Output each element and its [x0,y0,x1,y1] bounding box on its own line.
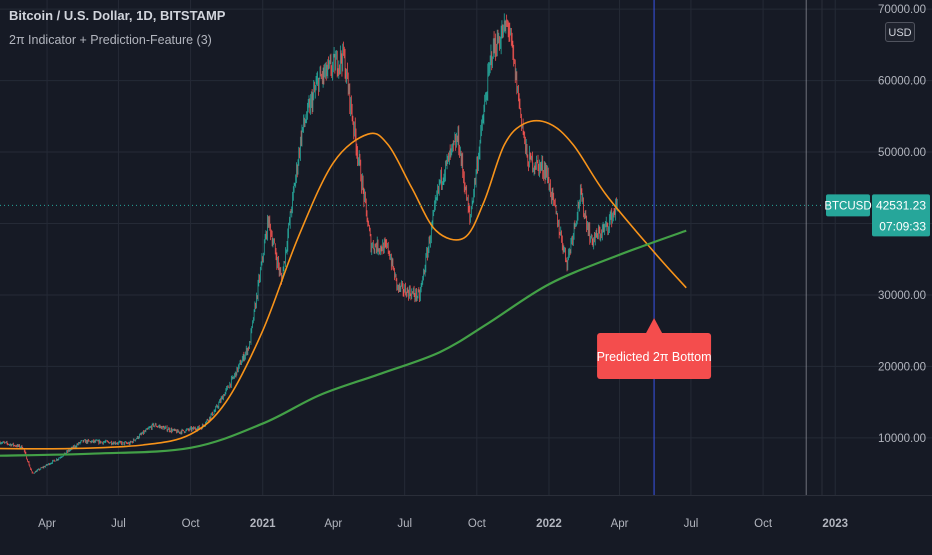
x-tick-label: Apr [611,518,629,530]
indicator-lines [0,119,687,457]
vertical-markers [653,0,807,495]
y-tick-label: 60000.00 [878,76,926,88]
symbol-tag-text: BTCUSD [824,200,871,212]
y-tick-label: 30000.00 [878,290,926,302]
x-tick-label: Apr [38,518,56,530]
indicator-title[interactable]: 2π Indicator + Prediction-Feature (3) [9,33,212,47]
x-tick-label: Jul [111,518,126,530]
currency-button[interactable]: USD [885,22,915,42]
symbol-tag-bg [826,194,870,217]
price-tag-countdown: 07:09:33 [879,219,926,233]
x-tick-label: Jul [684,518,699,530]
prediction-label-bg [597,333,712,379]
price-tag-value: 42531.23 [876,198,926,212]
x-tick-label: Jul [397,518,412,530]
x-tick-label: 2023 [822,518,848,530]
y-tick-label: 70000.00 [878,4,926,16]
x-tick-label: 2022 [536,518,562,530]
orange-line [0,119,687,450]
y-tick-label: 20000.00 [878,361,926,373]
candles [0,13,618,474]
green-line [0,229,687,457]
x-tick-label: Apr [324,518,342,530]
x-tick-label: Oct [182,518,201,530]
overlays: BTCUSD 42531.23 07:09:33 Predicted 2π Botto… [0,194,930,379]
x-tick-label: Oct [468,518,487,530]
x-tick-label: 2021 [250,518,276,530]
prediction-label-arrow [646,318,663,333]
x-tick-label: Oct [754,518,773,530]
y-tick-label: 50000.00 [878,147,926,159]
prediction-label-text: Predicted 2π Bottom [597,350,712,364]
y-tick-label: 10000.00 [878,433,926,445]
symbol-title[interactable]: Bitcoin / U.S. Dollar, 1D, BITSTAMP [9,8,226,23]
axes: 10000.0020000.0030000.0040000.0050000.00… [0,0,932,530]
grid [0,0,932,495]
price-tag-bg [872,194,930,237]
